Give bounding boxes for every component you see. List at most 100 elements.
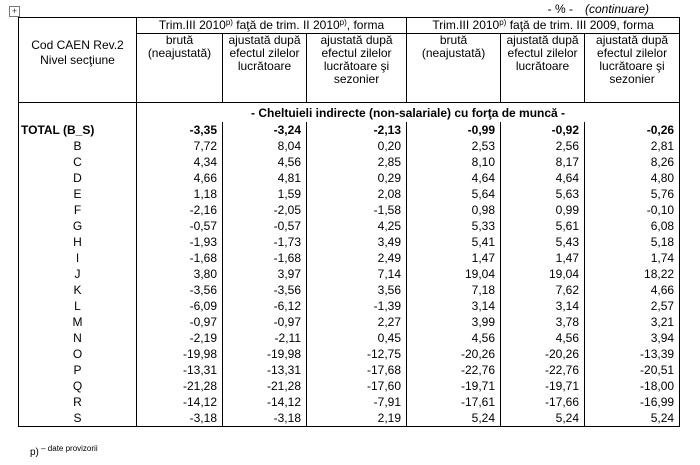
cell-value: 3,78 — [500, 314, 586, 330]
text-part: , forma — [346, 18, 385, 32]
cell-value: -2,13 — [305, 122, 408, 138]
text-part: faţă de trim. III 2009, forma — [506, 18, 654, 32]
cell-value: 4,81 — [222, 170, 307, 186]
cell-value: -3,24 — [222, 122, 307, 138]
data-row: B 7,72 8,04 0,20 2,53 2,56 2,81 — [18, 138, 681, 154]
row-label: P — [18, 362, 137, 378]
cell-value: 2,56 — [500, 138, 586, 154]
cell-value: -2,19 — [136, 330, 223, 346]
cell-value: 0,99 — [500, 202, 586, 218]
cell-value: -6,09 — [136, 298, 223, 314]
superscript: p) — [339, 18, 347, 27]
data-row: M -0,97 -0,97 2,27 3,99 3,78 3,21 — [18, 314, 681, 330]
subheader-text: ajustată după efectul zilelor lucrătoare… — [320, 33, 393, 86]
row-label: J — [18, 266, 137, 282]
cell-value: -21,28 — [222, 378, 307, 394]
cell-value: -19,71 — [406, 378, 502, 394]
cell-value: 2,57 — [584, 298, 681, 314]
group-header: Trim.III 2010p) faţă de trim. II 2010p),… — [135, 17, 408, 34]
row-label: M — [18, 314, 137, 330]
cell-value: 2,27 — [305, 314, 408, 330]
row-label: H — [18, 234, 137, 250]
cell-value: -19,71 — [500, 378, 586, 394]
cell-value: -1,73 — [222, 234, 307, 250]
cell-value: 4,66 — [584, 282, 681, 298]
superscript: p) — [225, 18, 233, 27]
section-title: - Cheltuieli indirecte (non-salariale) c… — [135, 102, 681, 122]
data-row: F -2,16 -2,05 -1,58 0,98 0,99 -0,10 — [18, 202, 681, 218]
table-wrap: - % - (continuare) Cod CAEN Rev.2 Nivel s… — [18, 2, 681, 427]
cell-value: -20,51 — [584, 362, 681, 378]
cell-value: -1,58 — [305, 202, 408, 218]
cell-value: -20,26 — [500, 346, 586, 362]
cell-value: -22,76 — [406, 362, 502, 378]
cell-value: 0,20 — [305, 138, 408, 154]
cell-value: -0,99 — [406, 122, 502, 138]
data-row: P -13,31 -13,31 -17,68 -22,76 -22,76 -20,51 — [18, 362, 681, 378]
cell-value: 8,10 — [406, 154, 502, 170]
cell-value: 5,24 — [406, 410, 502, 427]
cell-value: -18,00 — [584, 378, 681, 394]
move-handle[interactable]: + — [9, 6, 20, 17]
cell-value: -20,26 — [406, 346, 502, 362]
row-label: TOTAL (B_S) — [18, 122, 137, 138]
cell-value: -2,05 — [222, 202, 307, 218]
row-label: S — [18, 410, 137, 427]
subheader: ajustată după efectul zilelor lucrătoare… — [584, 33, 681, 103]
cell-value: 8,17 — [500, 154, 586, 170]
row-label: E — [18, 186, 137, 202]
data-row: L -6,09 -6,12 -1,39 3,14 3,14 2,57 — [18, 298, 681, 314]
cell-value: 4,56 — [500, 330, 586, 346]
data-row: S -3,18 -3,18 2,19 5,24 5,24 5,24 — [18, 410, 681, 427]
cell-value: -3,18 — [136, 410, 223, 427]
cell-value: 3,21 — [584, 314, 681, 330]
subheader-text: ajustată după efectul zilelor lucrătoare… — [596, 33, 669, 86]
cell-value: -3,56 — [222, 282, 307, 298]
cell-value: 5,43 — [500, 234, 586, 250]
cell-value: -2,16 — [136, 202, 223, 218]
cell-value: 1,18 — [136, 186, 223, 202]
cell-value: 3,99 — [406, 314, 502, 330]
top-note: - % - (continuare) — [18, 2, 679, 17]
subheader-text: brută (neajustată) — [147, 33, 212, 60]
cell-value: 0,98 — [406, 202, 502, 218]
cell-value: 5,33 — [406, 218, 502, 234]
cell-value: -3,56 — [136, 282, 223, 298]
cell-value: 4,56 — [222, 154, 307, 170]
cell-value: 8,26 — [584, 154, 681, 170]
cell-value: -13,39 — [584, 346, 681, 362]
group-header: Trim.III 2010p) faţă de trim. III 2009, … — [406, 17, 681, 34]
cell-value: 6,08 — [584, 218, 681, 234]
row-label: D — [18, 170, 137, 186]
data-row: N -2,19 -2,11 0,45 4,56 4,56 3,94 — [18, 330, 681, 346]
cell-value: -13,31 — [136, 362, 223, 378]
subheader: ajustată după efectul zilelor lucrătoare — [500, 33, 586, 103]
cell-value: 5,41 — [406, 234, 502, 250]
cell-value: 3,94 — [584, 330, 681, 346]
row-label: F — [18, 202, 137, 218]
subheader-text: ajustată după efectul zilelor lucrătoare — [506, 33, 579, 73]
cell-value: 5,61 — [500, 218, 586, 234]
cell-value: -1,68 — [222, 250, 307, 266]
cell-value: 4,56 — [406, 330, 502, 346]
text-part: faţă de trim. II 2010 — [232, 18, 340, 32]
cell-value: 1,59 — [222, 186, 307, 202]
text-part: p) — [30, 447, 39, 458]
cell-value: -0,97 — [222, 314, 307, 330]
data-row: TOTAL (B_S) -3,35 -3,24 -2,13 -0,99 -0,92 -0,2… — [18, 122, 681, 138]
row-label: G — [18, 218, 137, 234]
subheader-text: brută (neajustată) — [421, 33, 486, 60]
data-row: D 4,66 4,81 0,29 4,64 4,64 4,80 — [18, 170, 681, 186]
subheader: brută (neajustată) — [406, 33, 502, 103]
cell-value: -16,99 — [584, 394, 681, 410]
cell-value: 5,24 — [584, 410, 681, 427]
superscript: p) — [499, 18, 507, 27]
data-row: J 3,80 3,97 7,14 19,04 19,04 18,22 — [18, 266, 681, 282]
row-label: N — [18, 330, 137, 346]
cell-value: 19,04 — [406, 266, 502, 282]
cell-value: 1,47 — [406, 250, 502, 266]
cell-value: 2,53 — [406, 138, 502, 154]
cell-value: 4,80 — [584, 170, 681, 186]
text-part: Trim.III 2010 — [158, 18, 226, 32]
